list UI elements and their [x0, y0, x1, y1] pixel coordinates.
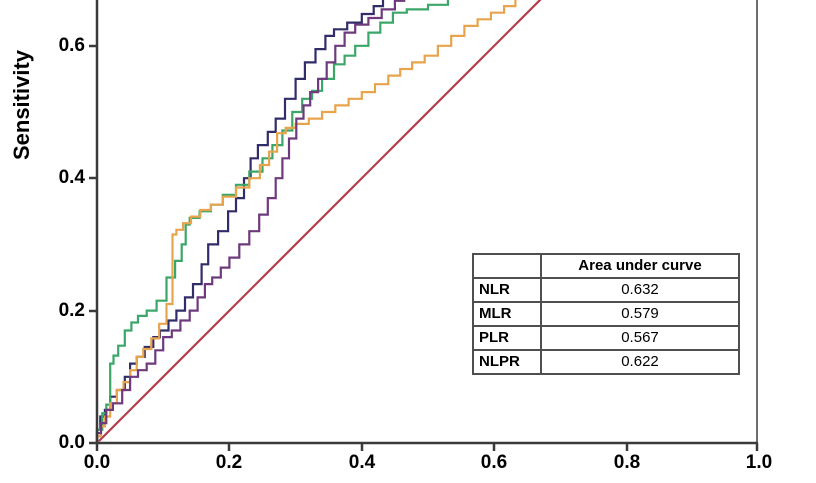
- y-tick-label-0.6: 0.6: [58, 35, 85, 56]
- x-tick-label-1.0: 1.0: [745, 452, 773, 473]
- roc-curves-group: [95, 0, 542, 442]
- table-row-nlpr: NLPR 0.622: [472, 349, 740, 375]
- x-tick-label-0.2: 0.2: [215, 452, 243, 473]
- y-axis-title: Sensitivity: [9, 49, 34, 161]
- x-tick-label-0.4: 0.4: [348, 452, 376, 473]
- table-row-mlr: MLR 0.579: [472, 301, 740, 327]
- roc-curve-plr: [95, 0, 517, 442]
- row-label-nlr: NLR: [472, 277, 542, 303]
- x-tick-label-0.6: 0.6: [480, 452, 508, 473]
- x-tick-label-0.0: 0.0: [83, 452, 111, 473]
- row-label-mlr: MLR: [472, 301, 542, 327]
- table-corner-cell: [472, 253, 542, 279]
- x-tick-label-0.8: 0.8: [613, 452, 641, 473]
- roc-curve-mlr: [95, 0, 449, 442]
- table-row-nlr: NLR 0.632: [472, 277, 740, 303]
- row-value-plr: 0.567: [540, 325, 740, 351]
- y-tick-label-0.0: 0.0: [58, 432, 85, 453]
- row-value-nlr: 0.632: [540, 277, 740, 303]
- y-tick-label-0.4: 0.4: [58, 167, 85, 188]
- axis-tick-marks: [89, 44, 759, 451]
- row-value-mlr: 0.579: [540, 301, 740, 327]
- plot-frame: [95, 0, 758, 445]
- roc-curve-nlr: [95, 0, 385, 442]
- table-row-plr: PLR 0.567: [472, 325, 740, 351]
- row-value-nlpr: 0.622: [540, 349, 740, 375]
- table-header-row: Area under curve: [472, 253, 740, 279]
- row-label-nlpr: NLPR: [472, 349, 542, 375]
- y-tick-label-0.2: 0.2: [58, 300, 85, 321]
- roc-curve-nlpr: [95, 0, 406, 442]
- table-header-auc: Area under curve: [540, 253, 740, 279]
- auc-legend-table: Area under curve NLR 0.632 MLR 0.579 PLR…: [472, 253, 740, 375]
- row-label-plr: PLR: [472, 325, 542, 351]
- roc-curve-reference: [96, 0, 542, 442]
